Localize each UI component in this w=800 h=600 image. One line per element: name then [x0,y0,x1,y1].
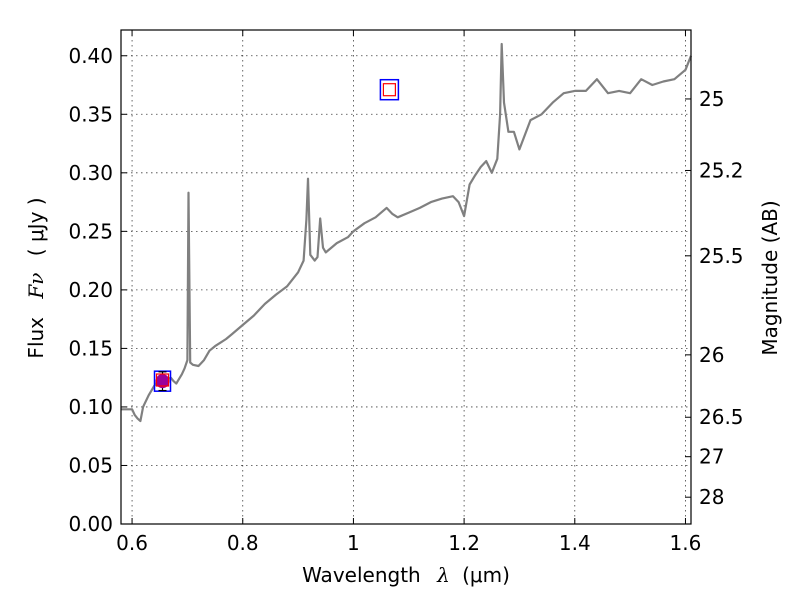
x-tick-label: 0.6 [116,531,148,555]
y-tick-label: 0.05 [68,453,113,477]
y2-tick-label: 25 [699,87,724,111]
photometry-points [153,78,400,392]
x-axis-label-symbol: λ [436,563,450,587]
model-point [155,373,170,387]
y-axis-label: Flux Fν ( μJy ) [24,197,48,358]
x-tick-label: 0.8 [227,531,259,555]
x-tick-label: 1.2 [448,531,480,555]
y2-tick-label: 26 [699,343,724,367]
y2-tick-label: 25.2 [699,158,744,182]
spectrum-series [121,42,693,423]
y-tick-label: 0.35 [68,102,113,126]
grid-lines [121,30,691,525]
y-tick-label: 0.15 [68,336,113,360]
x-axis-label-prefix: Wavelength [302,563,421,587]
y-tick-label: 0.25 [68,219,113,243]
observed-box [379,78,400,101]
y-tick-label: 0.10 [68,395,113,419]
y-tick-label: 0.20 [68,278,113,302]
y2-tick-label: 26.5 [699,405,744,429]
y-tick-label: 0.00 [68,512,113,536]
x-axis-label-unit: (μm) [462,563,510,587]
y2-tick-label: 25.5 [699,244,744,268]
y2-axis-label: Magnitude (AB) [758,200,782,355]
y-axis-label-prefix: Flux [24,317,48,359]
model-point [382,83,396,97]
y2-tick-label: 27 [699,445,724,469]
y-tick-label: 0.30 [68,161,113,185]
plot-frame [120,29,692,525]
x-tick-label: 1.4 [559,531,591,555]
y-tick-label: 0.40 [68,44,113,68]
y-axis-label-symbol: Fν [24,273,48,300]
spectrum-line [121,42,693,423]
x-tick-label: 1.6 [670,531,702,555]
x-tick-label: 1 [347,531,360,555]
y2-tick-label: 28 [699,485,724,509]
observed-box [153,370,172,392]
observed-point [155,374,170,389]
axis-ticks [121,30,691,525]
y-axis-label-unit: ( μJy ) [24,197,48,256]
tick-labels: 0.6 0.8 1 1.2 1.4 1.6 0.00 0.05 0.10 0.15 0.20 0.25… [68,44,743,555]
x-axis-label: Wavelength λ (μm) [302,563,510,587]
